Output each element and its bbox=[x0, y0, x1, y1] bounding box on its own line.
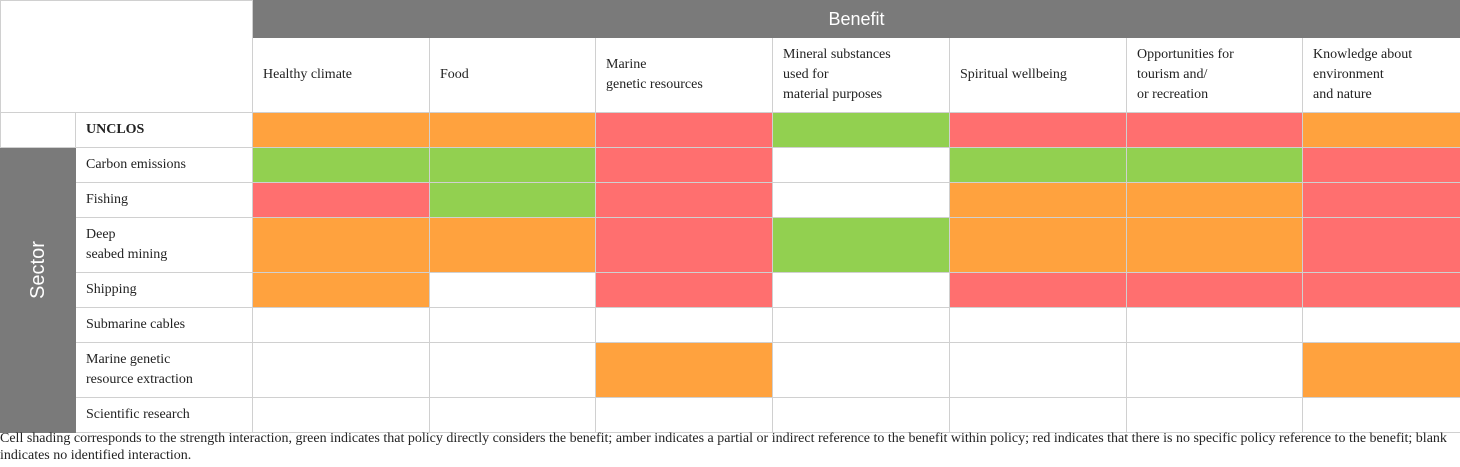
corner-cell bbox=[0, 0, 253, 113]
row-label: UNCLOS bbox=[75, 112, 253, 148]
sector-row: Sector Carbon emissions bbox=[0, 147, 1460, 433]
column-header: Knowledge about environment and nature bbox=[1301, 37, 1460, 113]
matrix-cell-red bbox=[949, 112, 1127, 148]
unclos-row: UNCLOS bbox=[0, 112, 1460, 148]
matrix-cell-red bbox=[252, 182, 430, 218]
matrix-cell-amber bbox=[949, 182, 1127, 218]
sector-label: Sector bbox=[27, 241, 49, 299]
sector-band: Sector bbox=[0, 147, 76, 433]
matrix-cell-amber bbox=[429, 217, 596, 273]
matrix-cell-red bbox=[1126, 272, 1303, 308]
column-header: Spiritual wellbeing bbox=[949, 37, 1127, 113]
matrix-cell-green bbox=[772, 112, 950, 148]
sector-band-wrap: Sector bbox=[1, 148, 75, 432]
column-header: Marine genetic resources bbox=[595, 37, 773, 113]
row-label: Marine genetic resource extraction bbox=[75, 342, 253, 398]
sector-row: Scientific research bbox=[1, 397, 1460, 433]
row-label: Deep seabed mining bbox=[75, 217, 253, 273]
matrix-cell-green bbox=[772, 217, 950, 273]
matrix-cell-green bbox=[949, 147, 1127, 183]
benefit-banner-row: Benefit bbox=[0, 0, 1460, 113]
table-caption: Cell shading corresponds to the strength… bbox=[0, 431, 1447, 463]
matrix-cell-blank bbox=[1301, 397, 1460, 433]
benefit-header: Benefit bbox=[251, 0, 1460, 38]
matrix-cell-blank bbox=[772, 307, 950, 343]
matrix-cell-amber bbox=[252, 112, 430, 148]
column-header: Food bbox=[429, 37, 596, 113]
column-header: Healthy climate bbox=[252, 37, 430, 113]
matrix-cell-blank bbox=[772, 182, 950, 218]
matrix-cell-blank bbox=[1126, 342, 1303, 398]
matrix-cell-red bbox=[1301, 182, 1460, 218]
matrix-cell-red bbox=[1301, 147, 1460, 183]
matrix-cell-green bbox=[1126, 147, 1303, 183]
matrix-cell-blank bbox=[949, 307, 1127, 343]
matrix-cell-blank bbox=[949, 342, 1127, 398]
matrix-cell-amber bbox=[429, 112, 596, 148]
matrix-cell-blank bbox=[772, 397, 950, 433]
matrix-cell-blank bbox=[429, 342, 596, 398]
matrix-cell-amber bbox=[949, 217, 1127, 273]
sector-row: Shipping bbox=[1, 272, 1460, 308]
benefit-sector-matrix: Benefit Healthy climate Food Marine geneti… bbox=[0, 0, 1460, 433]
matrix-cell-amber bbox=[252, 217, 430, 273]
matrix-cell-blank bbox=[949, 397, 1127, 433]
matrix-cell-blank bbox=[429, 397, 596, 433]
matrix-cell-blank bbox=[429, 272, 596, 308]
matrix-cell-red bbox=[949, 272, 1127, 308]
matrix-cell-blank bbox=[595, 307, 773, 343]
unclos-spacer-cell bbox=[0, 112, 76, 148]
sector-row: Deep seabed mining bbox=[1, 217, 1460, 273]
matrix-cell-blank bbox=[772, 342, 950, 398]
matrix-cell-blank bbox=[595, 397, 773, 433]
row-label: Scientific research bbox=[75, 397, 253, 433]
matrix-cell-blank bbox=[252, 342, 430, 398]
matrix-cell-amber bbox=[1301, 342, 1460, 398]
matrix-cell-blank bbox=[1126, 307, 1303, 343]
matrix-cell-green bbox=[429, 182, 596, 218]
matrix-cell-amber bbox=[1126, 182, 1303, 218]
row-label: Carbon emissions bbox=[75, 147, 253, 183]
matrix-body: UNCLOS Sector Carbon emissions Fishing Deep … bbox=[0, 112, 1460, 433]
matrix-cell-amber bbox=[595, 342, 773, 398]
matrix-cell-red bbox=[595, 147, 773, 183]
matrix-cell-amber bbox=[1126, 217, 1303, 273]
sector-row: Fishing bbox=[1, 182, 1460, 218]
matrix-cell-red bbox=[595, 217, 773, 273]
row-label: Shipping bbox=[75, 272, 253, 308]
row-label: Fishing bbox=[75, 182, 253, 218]
sector-row: Submarine cables bbox=[1, 307, 1460, 343]
matrix-cell-blank bbox=[252, 397, 430, 433]
matrix-cell-blank bbox=[1126, 397, 1303, 433]
matrix-cell-green bbox=[429, 147, 596, 183]
matrix-cell-red bbox=[1126, 112, 1303, 148]
matrix-cell-blank bbox=[772, 147, 950, 183]
matrix-cell-red bbox=[595, 182, 773, 218]
matrix-cell-red bbox=[1301, 272, 1460, 308]
column-header-row: Healthy climate Food Marine genetic resour… bbox=[1, 37, 1460, 113]
row-label: Submarine cables bbox=[75, 307, 253, 343]
column-header: Opportunities for tourism and/ or recrea… bbox=[1126, 37, 1303, 113]
matrix-cell-amber bbox=[1301, 112, 1460, 148]
column-header: Mineral substances used for material pur… bbox=[772, 37, 950, 113]
matrix-cell-blank bbox=[429, 307, 596, 343]
matrix-cell-amber bbox=[252, 272, 430, 308]
matrix-cell-red bbox=[595, 272, 773, 308]
matrix-cell-blank bbox=[1301, 307, 1460, 343]
matrix-cell-green bbox=[252, 147, 430, 183]
matrix-cell-red bbox=[1301, 217, 1460, 273]
sector-row: Marine genetic resource extraction bbox=[1, 342, 1460, 398]
matrix-cell-red bbox=[595, 112, 773, 148]
matrix-cell-blank bbox=[772, 272, 950, 308]
matrix-cell-blank bbox=[252, 307, 430, 343]
